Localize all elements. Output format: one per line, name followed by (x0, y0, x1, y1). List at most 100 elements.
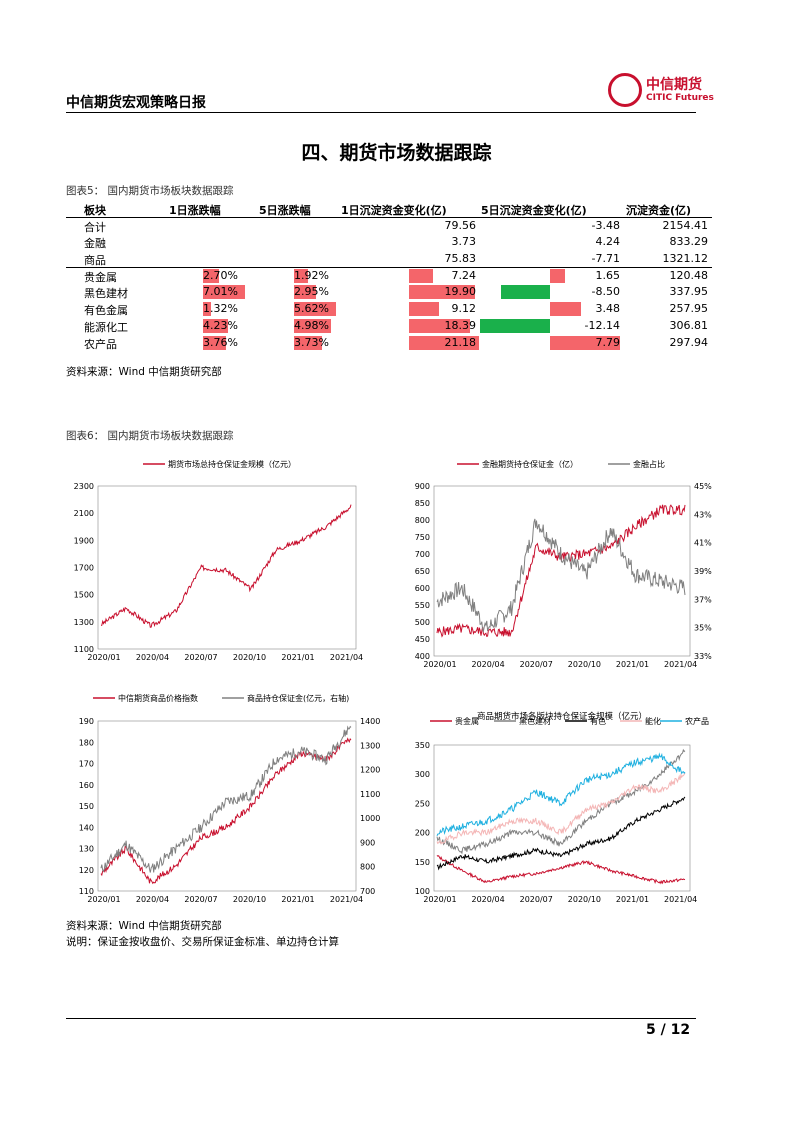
series-line (436, 748, 686, 855)
table-cell: 1.92% (294, 268, 329, 282)
y-tick-label: 110 (79, 887, 94, 896)
chart-title: 商品期货市场各版块持仓保证金规模（亿元） (477, 711, 647, 722)
table-cell: 3.73% (294, 335, 329, 349)
y-tick-label: 700 (415, 550, 430, 559)
page-number: 5 / 12 (646, 1022, 691, 1038)
table-cell: 297.94 (669, 335, 709, 349)
table-cell: 306.81 (669, 318, 709, 332)
table-cell: 7.01% (203, 285, 238, 299)
logo-emblem-icon (608, 73, 642, 107)
y2-tick-label: 1000 (360, 814, 380, 823)
legend-label: 有色 (590, 716, 606, 726)
table-cell: 120.48 (669, 268, 709, 282)
table-cell: 1.65 (595, 268, 621, 282)
y-tick-label: 150 (79, 802, 94, 811)
series-line (100, 725, 352, 873)
y-tick-label: 2100 (74, 509, 94, 518)
x-tick-label: 2020/10 (568, 895, 601, 904)
y-tick-label: 160 (79, 781, 94, 790)
table-cell: 2.70% (203, 268, 238, 282)
table-cell: 9.12 (451, 302, 477, 316)
y2-tick-label: 45% (694, 482, 712, 491)
method-note: 说明：保证金按收盘价、交易所保证金标准、单边持仓计算 (66, 936, 339, 948)
x-tick-label: 2020/01 (87, 895, 120, 904)
y-tick-label: 850 (415, 499, 430, 508)
x-tick-label: 2021/01 (616, 660, 649, 669)
table-cell: 商品 (84, 254, 106, 268)
y2-tick-label: 41% (694, 539, 712, 548)
y-tick-label: 130 (79, 845, 94, 854)
y-tick-label: 1300 (74, 618, 94, 627)
y2-tick-label: 700 (360, 887, 375, 896)
x-tick-label: 2020/01 (423, 895, 456, 904)
logo-en: CITIC Futures (646, 93, 714, 103)
source-note-1: 资料来源：Wind 中信期货研究部 (66, 366, 222, 378)
x-tick-label: 2020/01 (423, 660, 456, 669)
col-header: 沉淀资金(亿) (626, 204, 692, 217)
x-tick-label: 2020/10 (233, 653, 266, 662)
table-cell: 1321.12 (662, 252, 709, 266)
table-header: 板块 1日涨跌幅 5日涨跌幅 1日沉淀资金变化(亿) 5日沉淀资金变化(亿) 沉淀资金(亿… (66, 201, 712, 218)
legend-label: 金融期货持仓保证金（亿） (482, 459, 578, 469)
plot-frame (97, 720, 357, 892)
y-tick-label: 800 (415, 516, 430, 525)
bar-d5 (294, 335, 322, 350)
x-tick-label: 2020/07 (184, 653, 217, 662)
table-cell: 75.83 (444, 252, 477, 266)
table-row: 黑色建材 7.01% 2.95% 19.90 -8.50 337.95 (66, 284, 712, 301)
x-tick-label: 2021/04 (330, 895, 363, 904)
x-tick-label: 2021/01 (281, 653, 314, 662)
legend-label: 商品持仓保证金(亿元，右轴) (247, 693, 349, 703)
y-tick-label: 120 (79, 866, 94, 875)
y-tick-label: 2300 (74, 482, 94, 491)
x-tick-label: 2020/07 (520, 660, 553, 669)
table-cell: 18.39 (444, 318, 477, 332)
bar-d1 (203, 302, 211, 317)
y-tick-label: 600 (415, 584, 430, 593)
x-tick-label: 2020/10 (233, 895, 266, 904)
bar-d1 (203, 285, 245, 300)
section-title: 四、期货市场数据跟踪 (301, 142, 492, 164)
plot-frame (433, 744, 691, 892)
plot-frame (433, 485, 691, 657)
table-row: 合计 79.56 -3.48 2154.41 (66, 218, 712, 235)
table-cell: 1.32% (203, 302, 238, 316)
y2-tick-label: 900 (360, 838, 375, 847)
series-line (100, 504, 352, 628)
y-tick-label: 550 (415, 601, 430, 610)
col-header: 1日沉淀资金变化(亿) (341, 204, 447, 217)
y-tick-label: 350 (415, 741, 430, 750)
series-line (436, 518, 686, 634)
company-logo: 中信期货 CITIC Futures (608, 73, 714, 107)
y-tick-label: 140 (79, 823, 94, 832)
bar-f5 (550, 335, 620, 350)
table-cell: 金融 (84, 237, 106, 251)
table-cell: 7.24 (451, 268, 477, 282)
table-cell: 3.48 (595, 302, 621, 316)
bar-d5 (294, 285, 317, 300)
col-header: 板块 (84, 204, 106, 217)
x-tick-label: 2020/07 (184, 895, 217, 904)
bar-f1 (409, 285, 475, 300)
x-tick-label: 2020/04 (472, 895, 505, 904)
table-cell: 5.62% (294, 302, 329, 316)
y-tick-label: 100 (415, 887, 430, 896)
y-tick-label: 300 (415, 770, 430, 779)
y-tick-label: 170 (79, 760, 94, 769)
footer-rule (66, 1018, 696, 1019)
y-tick-label: 500 (415, 618, 430, 627)
table-cell: 4.98% (294, 318, 329, 332)
y-tick-label: 1100 (74, 645, 94, 654)
bar-f1 (409, 335, 479, 350)
x-tick-label: 2021/01 (281, 895, 314, 904)
table-cell: -3.48 (591, 218, 620, 232)
x-tick-label: 2020/04 (136, 653, 169, 662)
series-line (436, 504, 686, 638)
legend-label: 中信期货商品价格指数 (118, 693, 198, 703)
bar-f1 (409, 268, 433, 283)
table-cell: 257.95 (669, 302, 709, 316)
table-cell: 7.79 (595, 335, 621, 349)
x-tick-label: 2021/01 (616, 895, 649, 904)
table-cell: 19.90 (444, 285, 477, 299)
fig5-caption: 图表5： 国内期货市场板块数据跟踪 (66, 185, 234, 197)
